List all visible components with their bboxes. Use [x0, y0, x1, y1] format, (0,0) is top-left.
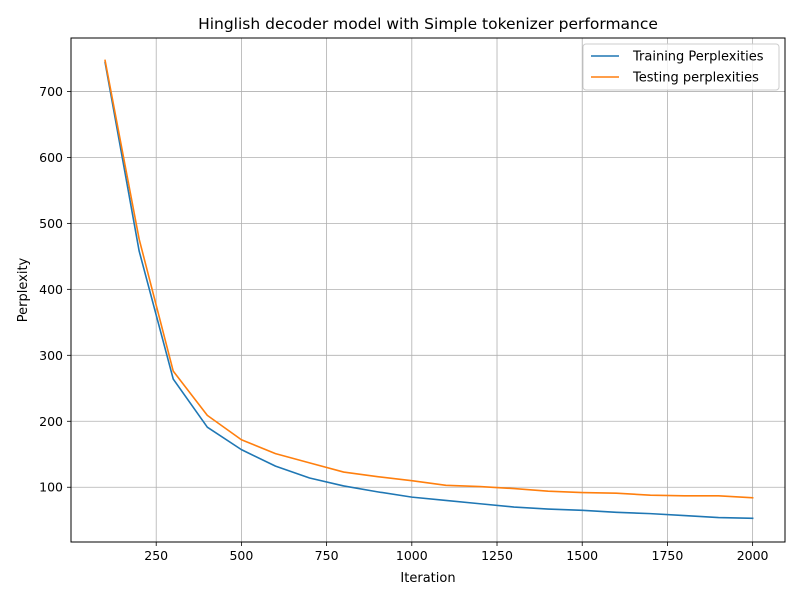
x-tick-label: 1750 [652, 548, 684, 563]
x-tick-label: 1250 [481, 548, 513, 563]
chart-title: Hinglish decoder model with Simple token… [198, 15, 658, 33]
legend-label-testing: Testing perplexities [632, 71, 759, 86]
y-axis-label: Perplexity [16, 257, 31, 322]
grid-lines [71, 38, 785, 542]
y-tick-label: 600 [39, 150, 63, 165]
x-tick-label: 250 [144, 548, 168, 563]
series-line-testing [104, 59, 754, 499]
y-tick-label: 200 [39, 414, 63, 429]
y-tick-label: 400 [39, 282, 63, 297]
series-lines [104, 59, 754, 520]
legend-label-training: Training Perplexities [632, 50, 764, 65]
x-tick-label: 750 [315, 548, 339, 563]
series-line-training [104, 61, 754, 520]
axis-ticks: 250 500 750 1000 1250 1500 1750 2000 100 200 300 40… [39, 84, 768, 563]
y-tick-label: 700 [39, 84, 63, 99]
y-tick-label: 100 [39, 480, 63, 495]
x-axis-label: Iteration [400, 571, 455, 586]
legend: Training Perplexities Testing perplexiti… [582, 43, 780, 91]
x-tick-label: 1500 [566, 548, 598, 563]
x-tick-label: 500 [229, 548, 253, 563]
x-tick-label: 1000 [396, 548, 428, 563]
legend-box [582, 43, 780, 91]
x-tick-label: 2000 [737, 548, 769, 563]
y-tick-label: 300 [39, 348, 63, 363]
plot-area-frame [70, 37, 786, 543]
y-tick-label: 500 [39, 216, 63, 231]
